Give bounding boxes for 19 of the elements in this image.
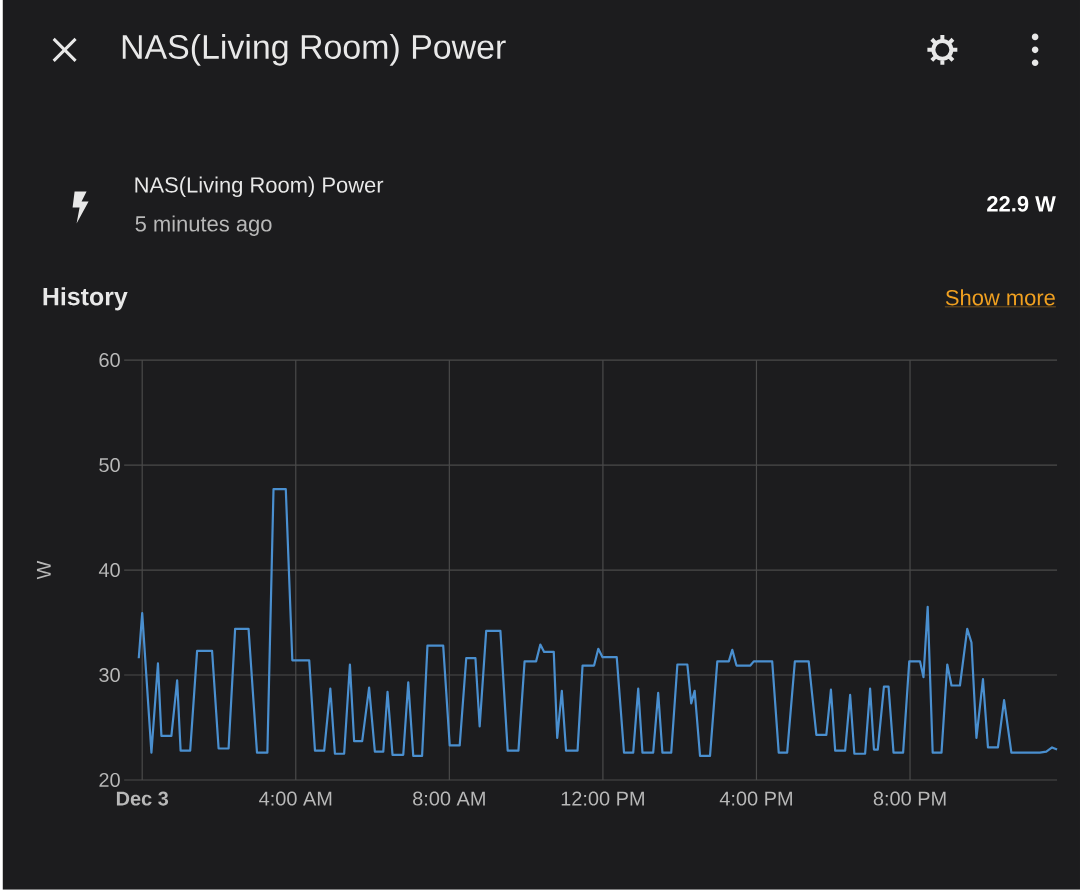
y-tick-label: 30 <box>99 668 120 683</box>
chart-title: NAS(Living Room) Power <box>122 34 506 66</box>
text: 5 minutes ago <box>135 215 272 237</box>
y-tick-label: 40 <box>98 563 120 578</box>
text: Show more <box>945 289 1055 306</box>
y-tick-label: 60 <box>99 353 120 368</box>
x-tick-label: 4:00 PM <box>719 791 792 806</box>
x-tick-label: 12:00 PM <box>561 791 644 806</box>
x-tick-label: 8:00 AM <box>413 791 485 806</box>
x-tick-label: Dec 3 <box>116 791 169 806</box>
y-axis-title: W <box>36 560 51 580</box>
x-tick-label: 4:00 AM <box>259 791 332 806</box>
text: History <box>43 287 128 311</box>
text: 22.9 W <box>987 196 1056 212</box>
y-tick-label: 50 <box>99 458 120 473</box>
text: NAS(Living Room) Power <box>135 176 384 198</box>
x-tick-label: 8:00 PM <box>873 791 946 806</box>
line-series <box>137 488 1059 758</box>
y-tick-label: 20 <box>99 773 120 788</box>
